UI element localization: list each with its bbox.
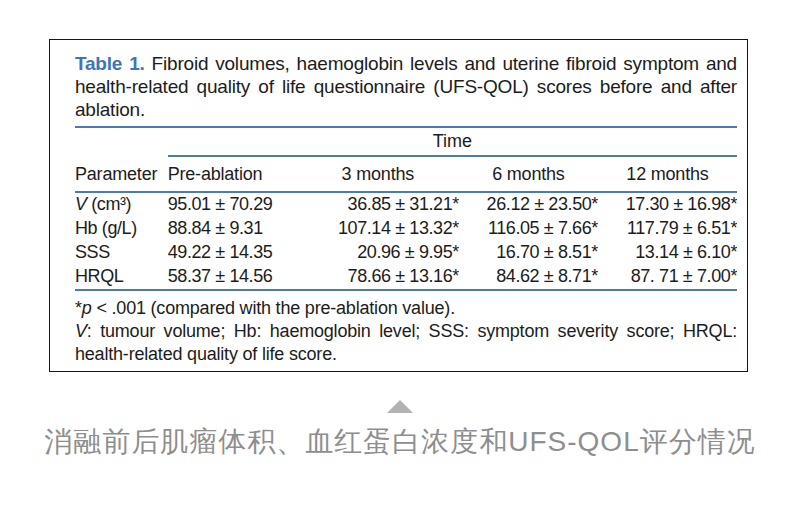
value-cell: 26.12 ± 23.50* <box>459 192 598 217</box>
value-cell: 88.84 ± 9.31 <box>168 217 297 241</box>
value-cell: 36.85 ± 31.21* <box>297 192 459 217</box>
column-header-row: Parameter Pre-ablation 3 months 6 months… <box>75 156 737 192</box>
table-title: Table 1.Fibroid volumes, haemoglobin lev… <box>75 52 737 121</box>
time-group-row: Time <box>75 129 737 156</box>
table-row-volume: V (cm³) 95.01 ± 70.29 36.85 ± 31.21* 26.… <box>75 192 737 217</box>
spacer-cell <box>75 129 168 156</box>
param-cell-sss: SSS <box>75 241 168 265</box>
table-number-label: Table 1. <box>75 53 145 74</box>
time-group-header: Time <box>168 129 737 156</box>
footnote-abbreviations-text: : tumour volume; Hb: haemoglobin level; … <box>75 321 737 364</box>
table-row-haemoglobin: Hb (g/L) 88.84 ± 9.31 107.14 ± 13.32* 11… <box>75 217 737 241</box>
up-triangle-icon <box>387 400 413 413</box>
footnote-v-italic: V <box>75 321 87 341</box>
footnote-p-italic: p <box>82 298 92 318</box>
col-header-parameter: Parameter <box>75 156 168 192</box>
value-cell: 20.96 ± 9.95* <box>297 241 459 265</box>
param-text: SSS <box>75 242 110 262</box>
value-cell: 16.70 ± 8.51* <box>459 241 598 265</box>
value-cell: 58.37 ± 14.56 <box>168 265 297 290</box>
param-italic: V <box>75 194 87 214</box>
table-1-card: Table 1.Fibroid volumes, haemoglobin lev… <box>49 39 748 372</box>
value-cell: 13.14 ± 6.10* <box>598 241 737 265</box>
value-cell: 116.05 ± 7.66* <box>459 217 598 241</box>
value-cell: 17.30 ± 16.98* <box>598 192 737 217</box>
param-text: HRQL <box>75 266 123 286</box>
value-cell: 107.14 ± 13.32* <box>297 217 459 241</box>
param-text: (cm³) <box>87 194 132 214</box>
table-title-text: Fibroid volumes, haemoglobin levels and … <box>75 53 737 120</box>
col-header-6-months: 6 months <box>459 156 598 192</box>
page-background: Table 1.Fibroid volumes, haemoglobin lev… <box>0 0 800 515</box>
table-row-sss: SSS 49.22 ± 14.35 20.96 ± 9.95* 16.70 ± … <box>75 241 737 265</box>
param-text: Hb (g/L) <box>75 218 137 238</box>
value-cell: 87. 71 ± 7.00* <box>598 265 737 290</box>
col-header-3-months: 3 months <box>297 156 459 192</box>
table-row-hrql: HRQL 58.37 ± 14.56 78.66 ± 13.16* 84.62 … <box>75 265 737 290</box>
footnote-abbreviations: V: tumour volume; Hb: haemoglobin level;… <box>75 320 737 366</box>
value-cell: 95.01 ± 70.29 <box>168 192 297 217</box>
value-cell: 84.62 ± 8.71* <box>459 265 598 290</box>
value-cell: 78.66 ± 13.16* <box>297 265 459 290</box>
col-header-12-months: 12 months <box>598 156 737 192</box>
footnote-pvalue: *p < .001 (compared with the pre-ablatio… <box>75 297 737 320</box>
param-cell-volume: V (cm³) <box>75 192 168 217</box>
footnote-asterisk: * <box>75 298 82 318</box>
footnote-pvalue-text: < .001 (compared with the pre-ablation v… <box>92 298 455 318</box>
param-cell-haemoglobin: Hb (g/L) <box>75 217 168 241</box>
value-cell: 117.79 ± 6.51* <box>598 217 737 241</box>
value-cell: 49.22 ± 14.35 <box>168 241 297 265</box>
param-cell-hrql: HRQL <box>75 265 168 290</box>
caption-chinese-translation: 消融前后肌瘤体积、血红蛋白浓度和UFS-QOL评分情况 <box>0 424 800 460</box>
data-table: Time Parameter Pre-ablation 3 months 6 m… <box>75 129 737 291</box>
title-divider-rule <box>75 126 737 128</box>
col-header-pre-ablation: Pre-ablation <box>168 156 297 192</box>
